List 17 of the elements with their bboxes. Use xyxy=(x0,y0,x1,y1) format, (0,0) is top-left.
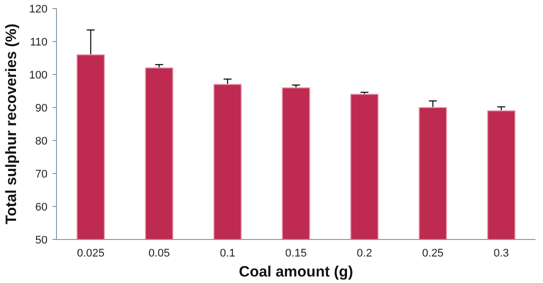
y-tick-label: 70 xyxy=(35,168,48,180)
x-tick-label: 0.025 xyxy=(76,248,104,260)
x-tick-label: 0.05 xyxy=(148,248,170,260)
y-tick-label: 100 xyxy=(29,70,48,82)
x-tick-label: 0.2 xyxy=(356,248,372,260)
x-tick-label: 0.15 xyxy=(285,248,307,260)
y-tick-label: 50 xyxy=(35,234,48,246)
x-tick-label: 0.1 xyxy=(220,248,236,260)
y-tick-label: 120 xyxy=(29,4,48,16)
x-tick-label: 0.3 xyxy=(494,248,509,260)
y-tick-label: 60 xyxy=(35,202,48,214)
x-axis-title: Coal amount (g) xyxy=(238,264,354,280)
y-axis-title: Total sulphur recoveries (%) xyxy=(3,24,20,224)
y-tick-label: 90 xyxy=(35,102,48,114)
y-tick-label: 80 xyxy=(35,136,48,148)
x-tick-label: 0.25 xyxy=(422,248,444,260)
y-tick-label: 110 xyxy=(30,36,48,48)
